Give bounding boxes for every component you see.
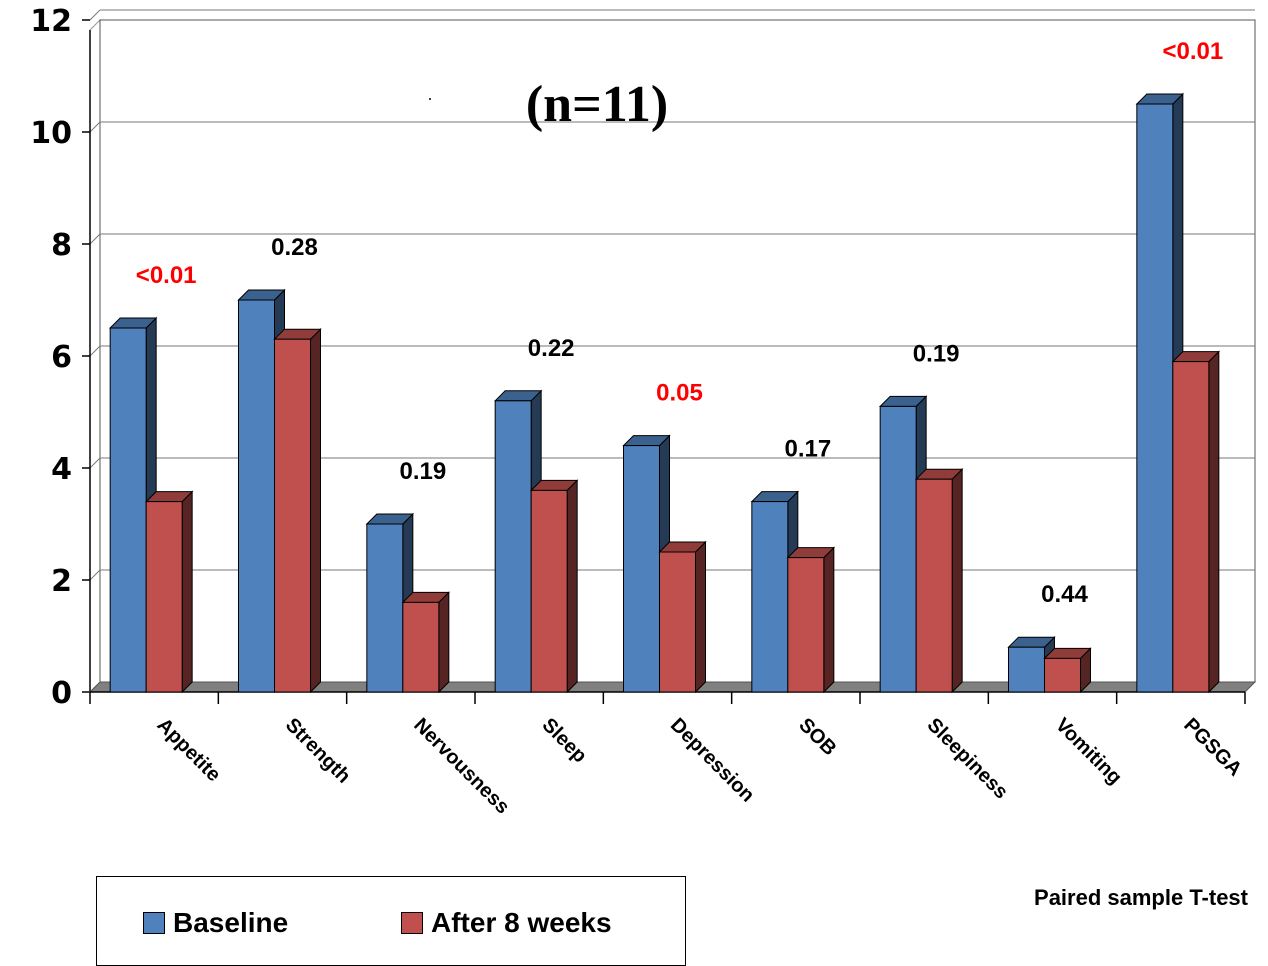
y-tick-label: 12 [30,4,72,39]
y-tick-label: 0 [51,676,72,711]
bar-after-8-weeks-nervousness [401,591,451,694]
p-value-label: 0.19 [399,458,446,485]
y-tick-label: 6 [51,340,72,375]
bar-after-8-weeks-pgsga [1171,350,1221,694]
gridline-side [89,569,101,581]
bar-after-8-weeks-depression [658,540,707,694]
p-value-label: 0.22 [528,335,575,362]
bar-after-8-weeks-sob [786,546,836,694]
legend-label-after-8-weeks: After 8 weeks [431,907,612,938]
x-tick-label: Nervousness [409,714,513,818]
x-tick-label: Depression [666,714,759,807]
p-value-label: 0.19 [913,340,960,367]
legend-swatch-baseline [143,912,165,934]
x-tick-label: Vomiting [1051,714,1126,789]
p-value-label: 0.17 [784,436,831,463]
test-note: Paired sample T-test [1034,885,1249,910]
p-value-label: 0.28 [271,234,318,261]
stray-dot [429,98,431,100]
legend-item-baseline: Baseline [143,907,288,939]
bar-after-8-weeks-appetite [144,490,194,694]
p-value-label: <0.01 [136,262,197,289]
y-tick-label: 8 [51,228,72,263]
y-tick-label: 10 [30,116,72,151]
y-tick-label: 4 [51,452,72,487]
bar-after-8-weeks-strength [273,327,322,694]
x-tick-label: Sleep [538,714,591,767]
gridline-side [89,457,101,469]
bar-after-8-weeks-sleepiness [914,467,964,694]
gridline-side [89,9,101,21]
p-value-label: 0.05 [656,380,703,407]
p-value-label: 0.44 [1041,581,1088,608]
bars-layer [108,92,1221,694]
y-tick-label: 2 [51,564,72,599]
bar-after-8-weeks-sleep [529,479,579,694]
legend: Baseline After 8 weeks [96,876,686,966]
x-tick-label: Sleepiness [923,714,1012,803]
legend-label-baseline: Baseline [173,907,289,938]
x-tick-label: Appetite [153,714,225,786]
legend-item-after-8-weeks: After 8 weeks [401,907,612,939]
x-tick-label: Strength [281,714,355,788]
gridline-side [89,345,101,357]
p-value-label: <0.01 [1162,38,1223,65]
x-tick-label: PGSGA [1179,714,1246,781]
legend-swatch-after-8-weeks [401,912,423,934]
x-tick-label: SOB [794,714,840,760]
chart-title: (n=11) [526,76,668,133]
gridline-side [89,121,101,133]
gridline-side [89,233,101,245]
bar-after-8-weeks-vomiting [1043,647,1092,694]
